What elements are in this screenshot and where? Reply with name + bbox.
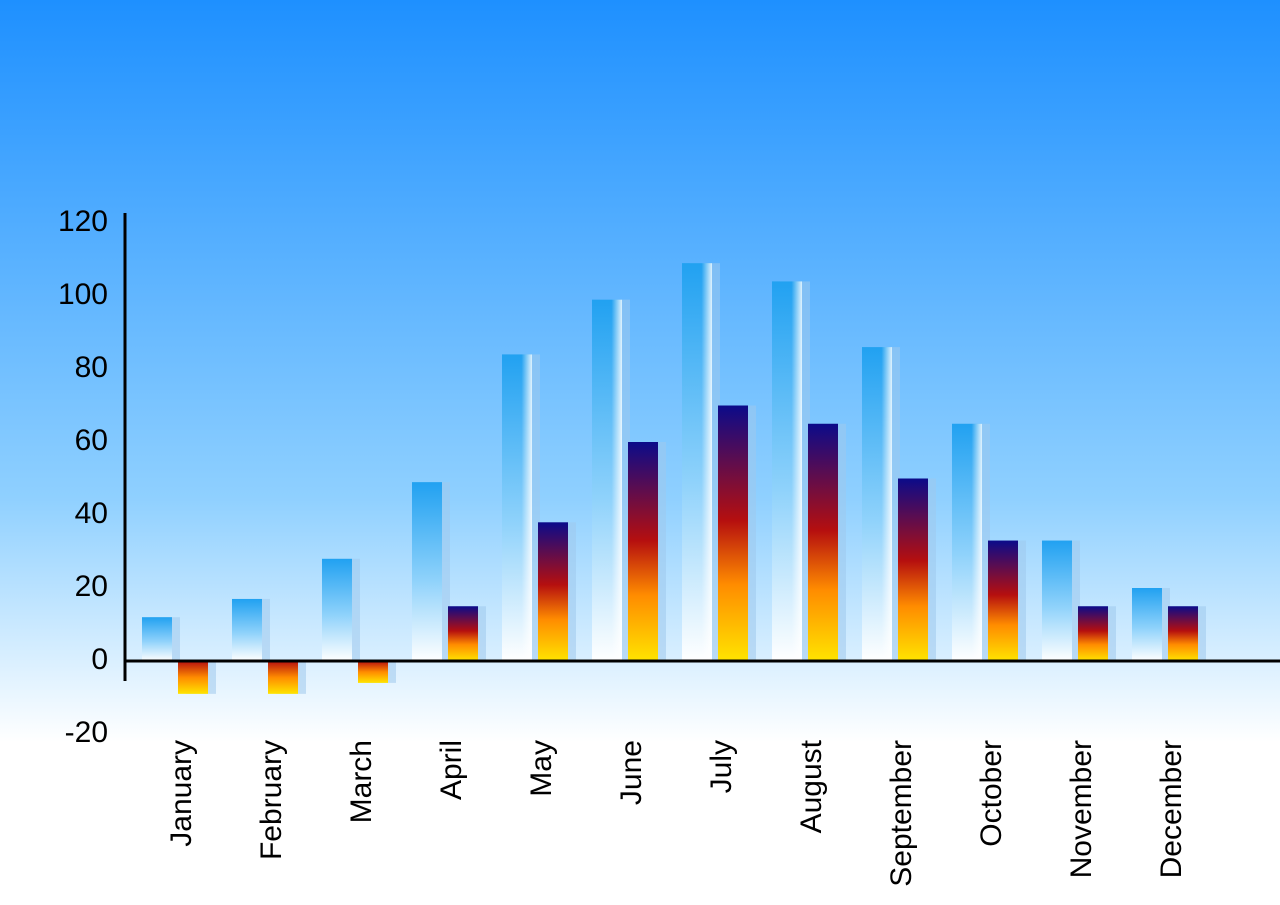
x-tick-label: March <box>345 740 378 823</box>
series2-bar <box>898 479 928 662</box>
series1-bar-highlight <box>592 300 622 661</box>
series2-bar <box>178 661 208 694</box>
x-tick-label: October <box>975 740 1008 847</box>
series1-bar-highlight <box>952 424 982 661</box>
y-tick-label: 60 <box>75 424 108 457</box>
chart-svg: -20 0 20 40 60 80 100 120 January February March A… <box>0 0 1280 905</box>
x-tick-label: April <box>435 740 468 800</box>
series2-bar <box>718 406 748 662</box>
series1-bar <box>232 599 262 661</box>
series1-bar-highlight <box>772 281 802 661</box>
series1-bar <box>142 617 172 661</box>
series2-bar <box>1078 606 1108 661</box>
x-tick-label: May <box>525 740 558 797</box>
series1-bar <box>322 559 352 661</box>
series2-bar <box>268 661 298 694</box>
series2-bar <box>358 661 388 683</box>
y-tick-label: -20 <box>65 716 108 749</box>
y-tick-label: 20 <box>75 570 108 603</box>
x-tick-label: November <box>1065 740 1098 878</box>
series1-bar-highlight <box>502 354 532 661</box>
series2-bar <box>988 541 1018 661</box>
x-tick-label: August <box>795 739 828 833</box>
x-tick-label: January <box>165 740 198 847</box>
x-tick-label: June <box>615 740 648 805</box>
y-tick-label: 0 <box>91 643 108 676</box>
x-tick-label: July <box>705 740 738 793</box>
series1-bar-highlight <box>862 347 892 661</box>
y-tick-label: 100 <box>58 278 108 311</box>
series2-bar <box>1168 606 1198 661</box>
series2-bar <box>538 522 568 661</box>
series2-bar <box>628 442 658 661</box>
chart-root: -20 0 20 40 60 80 100 120 January February March A… <box>0 0 1280 905</box>
y-tick-label: 40 <box>75 497 108 530</box>
series1-bar-highlight <box>682 263 712 661</box>
series1-bar <box>1042 541 1072 661</box>
y-tick-label: 80 <box>75 351 108 384</box>
x-tick-label: September <box>885 740 918 887</box>
x-tick-label: February <box>255 740 288 860</box>
y-tick-label: 120 <box>58 205 108 238</box>
x-tick-label: December <box>1155 740 1188 878</box>
series1-bar <box>412 482 442 661</box>
series2-bar <box>448 606 478 661</box>
series1-bar <box>1132 588 1162 661</box>
series2-bar <box>808 424 838 661</box>
